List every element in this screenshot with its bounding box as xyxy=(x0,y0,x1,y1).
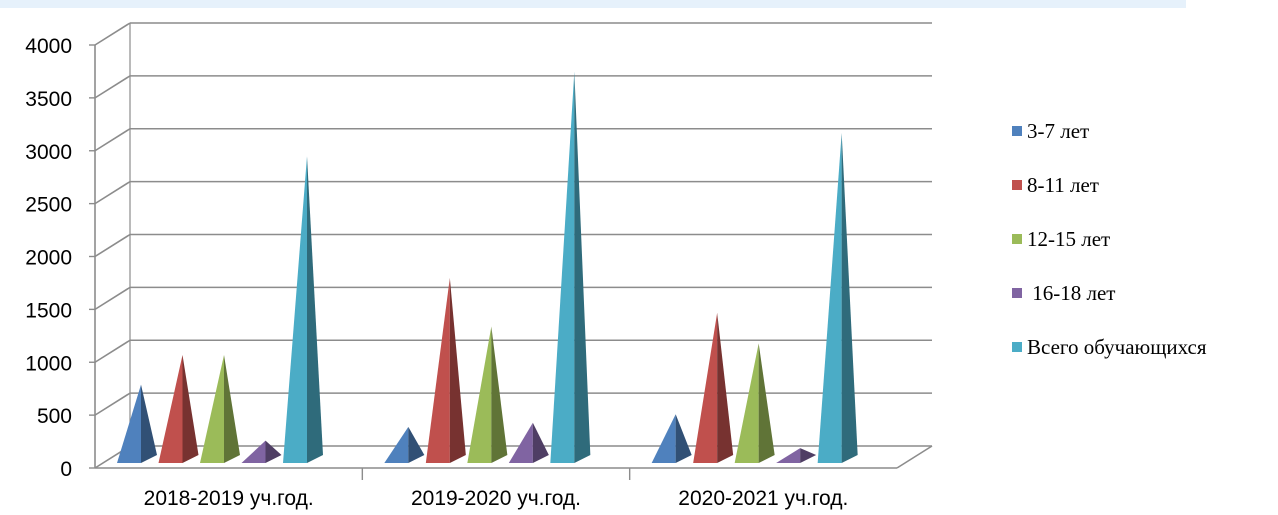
top-banner-strip xyxy=(0,0,1186,8)
cone-bar xyxy=(508,422,549,463)
cone-front-face xyxy=(158,355,183,463)
y-tick-label: 500 xyxy=(37,405,72,428)
cone-front-face xyxy=(200,355,224,463)
cone-bar xyxy=(117,384,157,463)
gridline-side xyxy=(94,180,131,205)
cone-side-face xyxy=(574,71,591,464)
y-tick-label: 2500 xyxy=(25,194,72,217)
cone-front-face xyxy=(425,277,450,463)
cone-side-face xyxy=(408,426,425,463)
cone-layer xyxy=(117,71,858,464)
cone-side-face xyxy=(265,440,282,463)
cone-front-face xyxy=(117,384,141,463)
legend-item: Всего обучающихся xyxy=(1012,334,1206,360)
cone-bar xyxy=(158,355,199,463)
cone-front-face xyxy=(817,132,842,463)
cone-bar xyxy=(651,414,692,463)
cone-bar xyxy=(283,156,323,463)
gridline-side xyxy=(94,286,131,311)
gridline-side xyxy=(94,392,131,416)
cone-front-face xyxy=(241,440,266,463)
y-tick-label: 3000 xyxy=(25,141,72,164)
legend-item: 12-15 лет xyxy=(1012,226,1110,252)
legend-item: 8-11 лет xyxy=(1012,172,1099,198)
cone-side-face xyxy=(182,355,199,463)
y-tick-label: 3500 xyxy=(25,88,72,111)
cone-front-face xyxy=(734,343,759,463)
cone-side-face xyxy=(800,448,817,463)
cone-bar xyxy=(384,426,425,463)
cone-side-face xyxy=(532,422,549,463)
cone-bar xyxy=(817,132,858,463)
gridline-side xyxy=(94,233,131,258)
legend-label: 3-7 лет xyxy=(1027,118,1090,143)
legend-swatch xyxy=(1012,180,1022,190)
legend-swatch xyxy=(1012,234,1022,244)
legend-item: 3-7 лет xyxy=(1012,118,1089,144)
cone-bar xyxy=(200,355,240,463)
axis-layer xyxy=(89,23,933,480)
cone-bar xyxy=(776,448,817,463)
cone-bar xyxy=(550,71,591,464)
cone-side-face xyxy=(141,384,157,463)
legend-swatch xyxy=(1012,126,1022,136)
legend-swatch xyxy=(1012,288,1022,298)
cone-side-face xyxy=(449,277,466,463)
cone-front-face xyxy=(550,71,575,464)
legend-item: 16-18 лет xyxy=(1012,280,1115,306)
cone-side-face xyxy=(758,343,775,463)
grid-layer xyxy=(94,22,932,469)
cone-bar xyxy=(467,326,508,463)
cone-bar xyxy=(425,277,466,463)
cone-front-face xyxy=(651,414,676,463)
gridline-side xyxy=(94,339,131,363)
x-tick-label: 2018-2019 уч.год. xyxy=(144,487,314,510)
cone-bar xyxy=(241,440,282,463)
cone-bar xyxy=(734,343,775,463)
legend-label: 8-11 лет xyxy=(1027,172,1099,197)
x-tick-label: 2019-2020 уч.год. xyxy=(411,487,581,510)
cone-side-face xyxy=(841,132,858,463)
x-tick-label: 2020-2021 уч.год. xyxy=(678,487,848,510)
y-tick-label: 1000 xyxy=(25,352,72,375)
cone-bar xyxy=(693,312,734,463)
legend-label: Всего обучающихся xyxy=(1027,334,1207,359)
legend-label: 12-15 лет xyxy=(1027,226,1111,251)
legend-label: 16-18 лет xyxy=(1027,280,1116,305)
cone-front-face xyxy=(776,448,801,463)
cone-side-face xyxy=(224,355,240,463)
cone-front-face xyxy=(467,326,492,463)
gridline-side xyxy=(94,75,131,99)
cone-front-face xyxy=(693,312,718,463)
cone-front-face xyxy=(384,426,409,463)
cone-front-face xyxy=(283,156,307,463)
tick-labels: 0 500 1000 1500 2000 2500 3000 3500 4000 2018-201… xyxy=(25,35,848,510)
cone-side-face xyxy=(717,312,734,463)
y-tick-label: 4000 xyxy=(25,35,72,58)
cone-side-face xyxy=(307,156,323,463)
y-tick-label: 1500 xyxy=(25,299,72,322)
cone-side-face xyxy=(491,326,508,463)
cone-side-face xyxy=(675,414,692,463)
y-tick-label: 2000 xyxy=(25,247,72,270)
y-tick-label: 0 xyxy=(60,458,72,481)
floor-edge xyxy=(896,445,933,469)
legend-swatch xyxy=(1012,342,1022,352)
cone-front-face xyxy=(508,422,533,463)
gridline-side xyxy=(94,22,131,46)
gridline-side xyxy=(94,128,131,152)
